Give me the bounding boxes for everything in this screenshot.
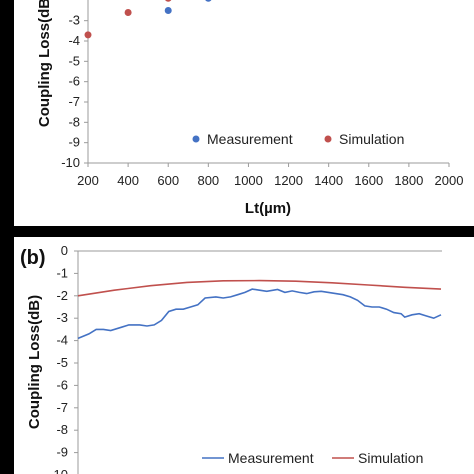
panel-b-y-tick-label: -4 bbox=[56, 333, 68, 348]
panel-b-lines bbox=[77, 279, 442, 340]
panel-b-line-simulation bbox=[77, 279, 442, 297]
panel-a-x-tick-label: 400 bbox=[117, 173, 139, 188]
panel-a-x-tick-label: 1800 bbox=[394, 173, 423, 188]
panel-b-legend: Measurement Simulation bbox=[202, 450, 423, 466]
panel-b-plot: 0 -1 -2 -3 -4 -5 -6 -7 -8 -9 -10 Measurement Simula… bbox=[49, 243, 442, 474]
panel-a-y-tick-label: -3 bbox=[68, 13, 80, 28]
panel-b-legend-label: Simulation bbox=[358, 450, 423, 466]
panel-b-y-tick-label: -1 bbox=[56, 265, 68, 280]
panel-b-background bbox=[14, 237, 474, 474]
panel-a-y-tick-label: -7 bbox=[68, 94, 80, 109]
panel-a-point-simulation bbox=[124, 9, 132, 17]
panel-b-y-tick-label: -6 bbox=[56, 377, 68, 392]
panel-a-x-tick-label: 1000 bbox=[234, 173, 263, 188]
panel-b-label: (b) bbox=[20, 247, 46, 269]
panel-a-plot: -3 -4 -5 -6 -7 -8 -9 -10 200 400 600 800 1000 1200 14… bbox=[61, 0, 463, 188]
panel-b-y-tick-label: -8 bbox=[56, 422, 68, 437]
panel-a-x-tick-label: 1600 bbox=[354, 173, 383, 188]
panel-a-point-simulation bbox=[165, 0, 172, 2]
panel-a-point-measurement bbox=[164, 7, 172, 14]
panel-a-x-axis-title: Lt(µm) bbox=[245, 200, 291, 217]
panel-b-line-measurement bbox=[77, 288, 442, 340]
panel-b-y-ticks: 0 -1 -2 -3 -4 -5 -6 -7 -8 -9 -10 bbox=[49, 243, 78, 474]
panel-a-legend-label: Simulation bbox=[339, 131, 404, 147]
panel-a-y-axis-title: Coupling Loss(dB) bbox=[36, 0, 53, 127]
panel-a-legend: Measurement Simulation bbox=[192, 131, 404, 147]
panel-a-legend-label: Measurement bbox=[207, 131, 293, 147]
panel-a-y-tick-label: -9 bbox=[68, 135, 80, 150]
panel-b-y-tick-label: -5 bbox=[56, 355, 68, 370]
chart-panel-b: (b) 0 -1 -2 -3 -4 -5 -6 -7 -8 -9 -10 Measurement Si… bbox=[14, 237, 474, 474]
panel-a-legend-marker bbox=[324, 135, 332, 143]
panel-a-legend-marker bbox=[192, 135, 200, 143]
panel-b-y-tick-label: -10 bbox=[49, 467, 68, 474]
panel-b-y-tick-label: -2 bbox=[56, 288, 68, 303]
chart-panel-a: -3 -4 -5 -6 -7 -8 -9 -10 200 400 600 800 1000 1200 14… bbox=[14, 0, 474, 226]
panel-a-x-tick-label: 2000 bbox=[435, 173, 464, 188]
panel-b-y-tick-label: -7 bbox=[56, 400, 68, 415]
panel-a-x-tick-label: 800 bbox=[197, 173, 219, 188]
panel-a-x-tick-label: 600 bbox=[157, 173, 179, 188]
panel-b-y-tick-label: 0 bbox=[61, 243, 68, 258]
panel-b-y-tick-label: -9 bbox=[56, 445, 68, 460]
panel-a-points bbox=[84, 0, 212, 39]
panel-a-background bbox=[14, 0, 474, 226]
panel-a-y-ticks: -3 -4 -5 -6 -7 -8 -9 -10 bbox=[61, 13, 88, 170]
panel-a-y-tick-label: -4 bbox=[68, 33, 80, 48]
panel-a-y-tick-label: -8 bbox=[68, 114, 80, 129]
panel-b-y-axis-title: Coupling Loss(dB) bbox=[26, 295, 43, 429]
panel-a-point-measurement bbox=[205, 0, 212, 2]
panel-a-x-tick-label: 200 bbox=[77, 173, 99, 188]
panel-b-y-tick-label: -3 bbox=[56, 310, 68, 325]
panel-a-point-simulation bbox=[84, 31, 92, 39]
panel-a-x-ticks: 200 400 600 800 1000 1200 1400 1600 1800 2000 bbox=[77, 163, 463, 188]
panel-a-y-tick-label: -5 bbox=[68, 53, 80, 68]
panel-b-legend-label: Measurement bbox=[228, 450, 314, 466]
panel-a-x-tick-label: 1400 bbox=[314, 173, 343, 188]
panel-a-y-tick-label: -10 bbox=[61, 155, 80, 170]
panel-a-y-tick-label: -6 bbox=[68, 74, 80, 89]
panel-a-x-tick-label: 1200 bbox=[274, 173, 303, 188]
